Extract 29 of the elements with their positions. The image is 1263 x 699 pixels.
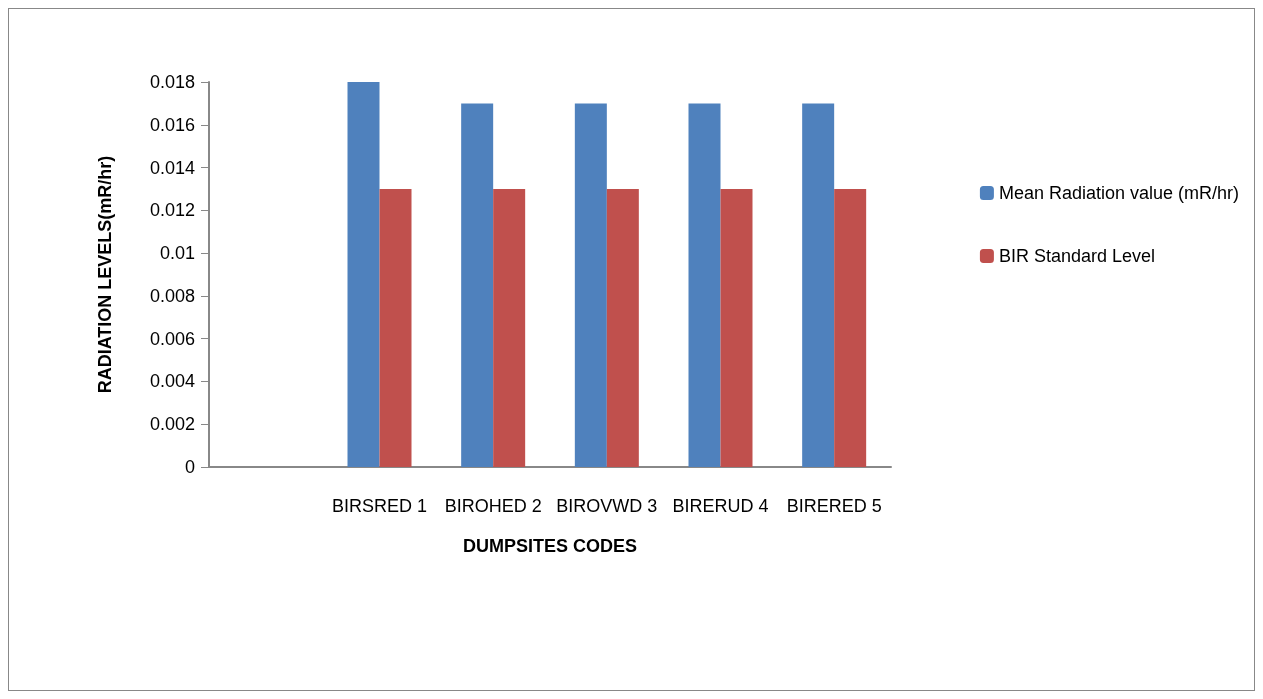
y-tick-label: 0.008 — [149, 285, 195, 306]
bar — [834, 188, 867, 467]
x-tick-label: BIROHED 2 — [444, 496, 542, 516]
y-tick-label: 0.004 — [149, 371, 195, 392]
x-tick-label: BIROVWD 3 — [556, 496, 658, 516]
x-tick-label: BIRERED 5 — [786, 496, 882, 516]
bar — [574, 103, 607, 467]
y-axis-title: RADIATION LEVELS(mR/hr) — [95, 155, 115, 394]
bar — [379, 188, 412, 467]
y-tick-label: 0.014 — [149, 157, 195, 178]
y-tick-label: 0.006 — [149, 328, 195, 349]
legend-label: BIR Standard Level — [998, 246, 1155, 266]
bar — [461, 103, 494, 467]
bar — [802, 103, 835, 467]
y-tick-label: 0.01 — [159, 243, 195, 264]
y-tick-label: 0.018 — [149, 72, 195, 92]
y-tick-label: 0.016 — [149, 114, 195, 135]
legend-label: Mean Radiation value (mR/hr) — [998, 183, 1240, 203]
bar — [347, 82, 380, 467]
bar — [688, 103, 721, 467]
y-tick-label: 0.002 — [149, 414, 195, 435]
x-axis-title: DUMPSITES CODES — [462, 536, 638, 556]
y-tick-label: 0.012 — [149, 200, 195, 221]
x-tick-label: BIRERUD 4 — [672, 496, 769, 516]
bar — [720, 188, 753, 467]
x-tick-label: BIRSRED 1 — [331, 496, 428, 516]
y-tick-label: 0 — [184, 457, 195, 477]
bar — [493, 188, 526, 467]
bar — [606, 188, 639, 467]
